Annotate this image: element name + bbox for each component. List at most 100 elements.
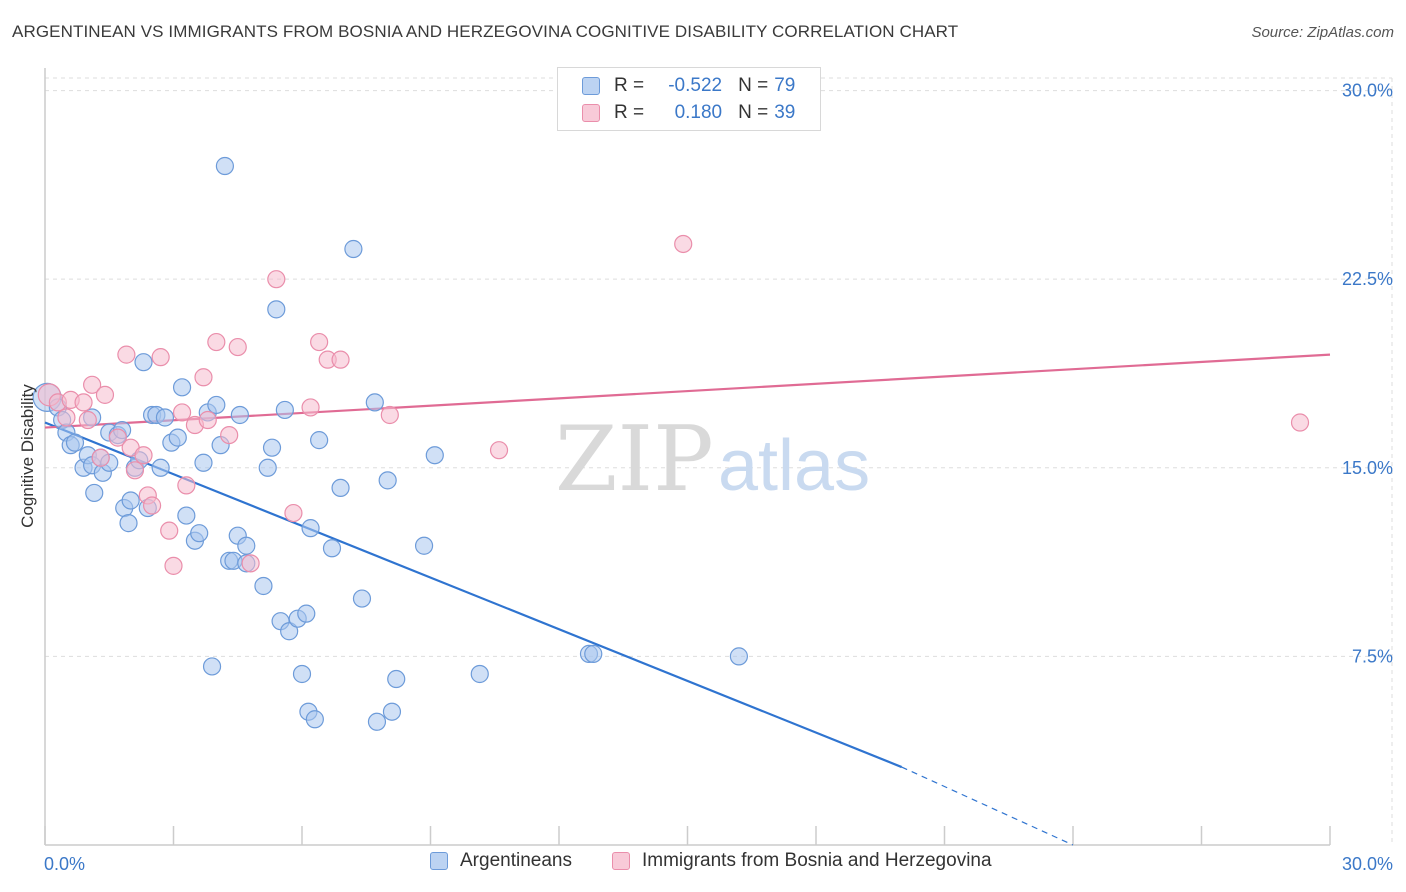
- point-argentineans: [134, 353, 153, 372]
- r-label: R =: [614, 75, 645, 96]
- correlation-legend: R = -0.522 N = 79 R = 0.180 N = 39: [557, 67, 821, 131]
- pink-swatch: [582, 104, 600, 122]
- tick-labels: 7.5% 15.0% 22.5% 30.0% 0.0% 30.0%: [44, 81, 1393, 874]
- y-tick-label: 22.5%: [1342, 269, 1393, 289]
- watermark-atlas: atlas: [718, 426, 870, 506]
- point-argentineans: [297, 604, 316, 623]
- trend-line: [44, 353, 1331, 429]
- point-bosnia: [142, 496, 162, 515]
- legend-label: Immigrants from Bosnia and Herzegovina: [642, 850, 992, 871]
- point-argentineans: [414, 536, 434, 555]
- point-bosnia: [284, 503, 303, 523]
- point-argentineans: [168, 428, 187, 447]
- point-argentineans: [258, 458, 277, 477]
- series-legend: Argentineans Immigrants from Bosnia and …: [0, 850, 1406, 878]
- point-bosnia: [108, 428, 127, 447]
- point-argentineans: [155, 408, 175, 427]
- point-argentineans: [275, 400, 294, 420]
- point-argentineans: [367, 712, 387, 731]
- point-argentineans: [584, 644, 603, 663]
- point-argentineans: [121, 491, 140, 510]
- point-bosnia: [220, 425, 239, 445]
- point-argentineans: [194, 453, 213, 472]
- r-value: -0.522: [668, 75, 723, 96]
- trend-line-extension: [901, 766, 1074, 846]
- point-argentineans: [190, 524, 209, 543]
- point-argentineans: [387, 669, 406, 689]
- point-argentineans: [470, 664, 489, 684]
- point-bosnia: [198, 410, 217, 430]
- point-bosnia: [164, 556, 183, 575]
- y-tick-label: 7.5%: [1352, 646, 1393, 666]
- n-value: 79: [774, 75, 796, 96]
- point-bosnia: [134, 446, 153, 465]
- point-argentineans: [310, 431, 329, 450]
- source-label: Source: ZipAtlas.com: [1251, 24, 1394, 41]
- y-tick-label: 30.0%: [1342, 81, 1393, 101]
- point-argentineans: [305, 710, 324, 729]
- data-points: [32, 156, 1310, 731]
- point-argentineans: [177, 506, 196, 525]
- r-label: R =: [614, 102, 645, 123]
- point-bosnia: [172, 403, 192, 422]
- r-value: 0.180: [674, 102, 723, 123]
- point-argentineans: [365, 393, 384, 412]
- legend-item-argentineans: Argentineans: [430, 850, 572, 872]
- point-bosnia: [83, 375, 102, 394]
- point-bosnia: [160, 521, 179, 540]
- point-bosnia: [117, 345, 136, 364]
- point-bosnia: [151, 348, 170, 367]
- point-bosnia: [1290, 413, 1310, 432]
- point-argentineans: [322, 539, 342, 558]
- point-bosnia: [310, 332, 329, 352]
- point-argentineans: [344, 239, 363, 259]
- n-value: 39: [774, 102, 796, 123]
- point-bosnia: [177, 476, 196, 495]
- point-argentineans: [292, 664, 312, 684]
- legend-row-bosnia: R = 0.180 N = 39: [582, 101, 795, 125]
- point-argentineans: [262, 438, 282, 457]
- legend-item-bosnia: Immigrants from Bosnia and Herzegovina: [612, 850, 992, 872]
- point-argentineans: [237, 536, 256, 555]
- point-argentineans: [352, 589, 372, 608]
- x-tick-label-max: 30.0%: [1342, 854, 1393, 874]
- point-bosnia: [674, 234, 693, 254]
- n-label: N =: [738, 75, 769, 96]
- point-argentineans: [119, 514, 138, 533]
- blue-swatch: [430, 852, 448, 870]
- point-argentineans: [230, 405, 249, 425]
- point-argentineans: [378, 471, 397, 490]
- point-argentineans: [215, 156, 234, 176]
- point-bosnia: [95, 385, 115, 404]
- x-tick-label-min: 0.0%: [44, 854, 85, 874]
- point-bosnia: [267, 270, 286, 289]
- point-argentineans: [254, 576, 273, 596]
- point-bosnia: [207, 332, 226, 352]
- y-axis-label: Cognitive Disability: [18, 384, 37, 528]
- axes: [44, 68, 1331, 846]
- point-bosnia: [125, 461, 145, 480]
- point-argentineans: [301, 519, 320, 538]
- point-argentineans: [425, 446, 444, 465]
- point-bosnia: [489, 441, 509, 460]
- point-bosnia: [91, 448, 110, 467]
- point-bosnia: [380, 405, 399, 425]
- point-argentineans: [65, 433, 85, 452]
- point-bosnia: [194, 368, 213, 387]
- point-argentineans: [85, 483, 104, 503]
- point-argentineans: [151, 458, 170, 477]
- point-argentineans: [267, 300, 286, 319]
- point-argentineans: [207, 395, 226, 415]
- point-bosnia: [228, 337, 247, 357]
- chart-title: ARGENTINEAN VS IMMIGRANTS FROM BOSNIA AN…: [12, 22, 959, 41]
- point-argentineans: [172, 378, 192, 397]
- point-argentineans: [331, 478, 350, 498]
- point-bosnia: [57, 408, 76, 427]
- point-bosnia: [241, 554, 260, 573]
- y-tick-label: 15.0%: [1342, 458, 1393, 478]
- point-bosnia: [331, 350, 350, 369]
- point-argentineans: [280, 622, 299, 641]
- n-label: N =: [738, 102, 769, 123]
- point-argentineans: [382, 702, 402, 721]
